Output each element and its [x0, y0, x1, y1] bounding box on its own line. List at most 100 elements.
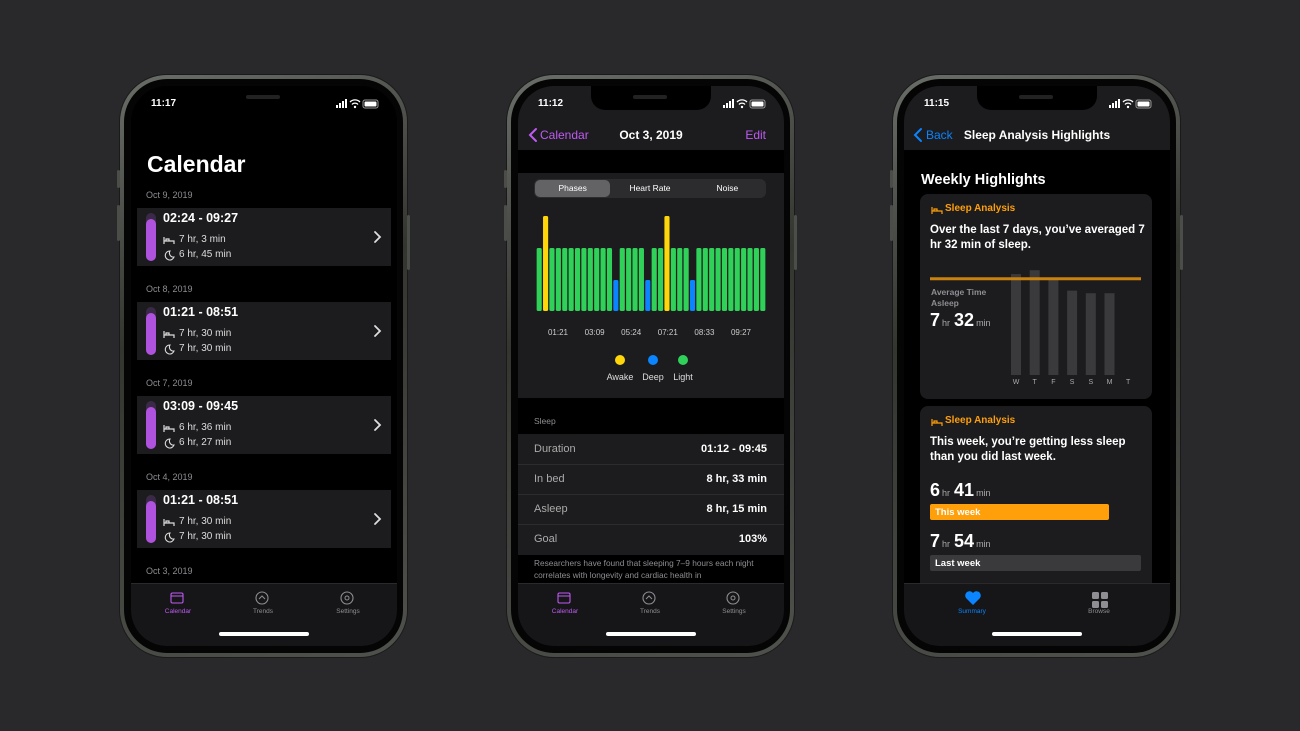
x-tick-label: T: [1033, 379, 1038, 386]
moon-icon: [164, 532, 175, 543]
x-tick-label: M: [1107, 379, 1113, 386]
entry-card[interactable]: 01:21 - 08:51 7 hr, 30 min 7 hr, 30 min: [137, 490, 391, 548]
number: 7: [930, 310, 941, 330]
phase-bar: [689, 280, 696, 311]
legend-swatch: [615, 355, 625, 365]
x-tick-label: 03:09: [585, 328, 606, 337]
tab-label[interactable]: Trends: [253, 608, 273, 615]
date-label: Oct 3, 2019: [146, 566, 193, 576]
tab-label[interactable]: Trends: [640, 608, 660, 615]
phase-bar: [600, 248, 606, 311]
tab-label[interactable]: Settings: [336, 608, 360, 615]
phase-bar: [619, 248, 625, 311]
x-tick-label: 01:21: [548, 328, 569, 337]
phase-bar: [677, 248, 683, 311]
phase-bar: [594, 248, 600, 311]
phase-bar: [747, 248, 753, 311]
edit-button[interactable]: Edit: [745, 128, 766, 142]
side-button: [117, 205, 120, 241]
tab-icon: [1092, 592, 1108, 608]
phase-bar: [728, 248, 734, 311]
bar: [1048, 279, 1059, 375]
phase-bar: [606, 248, 613, 311]
detail-row: [518, 434, 784, 464]
tab-label[interactable]: Summary: [958, 608, 986, 615]
row-label: Goal: [534, 533, 558, 545]
chevron: [374, 419, 382, 431]
speaker: [246, 95, 280, 99]
entry-card[interactable]: 02:24 - 09:27 7 hr, 3 min 6 hr, 45 min: [137, 208, 391, 266]
row-value: 8 hr, 15 min: [706, 503, 767, 515]
number: 54: [954, 531, 975, 551]
phase-bar: [536, 248, 542, 311]
x-tick-label: 09:27: [731, 328, 752, 337]
in-bed: 7 hr, 30 min: [179, 328, 232, 339]
entry-card[interactable]: 03:09 - 09:45 6 hr, 36 min 6 hr, 27 min: [137, 396, 391, 454]
phase-bar: [568, 248, 574, 311]
chevron: [374, 513, 382, 525]
date-label: Oct 4, 2019: [146, 472, 193, 482]
tab-label[interactable]: Calendar: [164, 608, 192, 615]
tab-label[interactable]: Settings: [722, 608, 746, 615]
bed-icon: [163, 331, 175, 338]
speaker: [1019, 95, 1053, 99]
phase-bar: [715, 248, 721, 311]
date-label: Oct 9, 2019: [146, 190, 193, 200]
detail-row: [518, 524, 784, 555]
row-label: Asleep: [534, 503, 568, 515]
x-tick-label: 05:24: [621, 328, 642, 337]
segment[interactable]: Phases: [535, 180, 611, 197]
bar-label: Last week: [935, 558, 981, 569]
chevron: [374, 231, 382, 243]
entry-card[interactable]: 01:21 - 08:51 7 hr, 30 min 7 hr, 30 min: [137, 302, 391, 360]
status-icons: [723, 99, 766, 109]
phase-bar: [741, 248, 747, 311]
home-indicator: [992, 632, 1082, 636]
phase-bar: [753, 248, 759, 311]
x-tick-label: S: [1070, 379, 1075, 386]
unit: min: [976, 488, 991, 498]
in-bed: 7 hr, 3 min: [179, 234, 226, 245]
comparison-bar: [930, 555, 1142, 571]
tab-icon: [255, 591, 269, 605]
legend-label: Deep: [642, 372, 664, 382]
card-text: Over the last 7 days, you’ve averaged 7 …: [930, 224, 1145, 251]
tab-label[interactable]: Browse: [1088, 608, 1110, 615]
tab-label[interactable]: Calendar: [551, 608, 579, 615]
phase-bar: [626, 248, 632, 311]
side-button: [1180, 215, 1183, 270]
duration-value: 7 hr 54 min: [930, 531, 995, 552]
nav-title: Sleep Analysis Highlights: [963, 128, 1111, 142]
segment[interactable]: Noise: [716, 183, 739, 193]
sleep-pill-fill: [146, 219, 156, 261]
legend-label: Awake: [607, 372, 634, 382]
phone-frame: 11:12 Calendar Oct 3, 2019 Edit Phases Heart…: [507, 75, 794, 657]
number: 41: [954, 480, 975, 500]
duration-value: 6 hr 41 min: [930, 480, 995, 501]
bar: [1104, 293, 1115, 375]
card-text: This week, you’re getting less sleep tha…: [930, 436, 1126, 463]
phase-bar: [645, 280, 651, 311]
moon-icon: [164, 344, 175, 355]
side-button: [117, 170, 120, 188]
phase-bar: [549, 248, 555, 311]
side-button: [794, 215, 797, 270]
time-range: 03:09 - 09:45: [163, 399, 239, 413]
detail-row: [518, 494, 784, 525]
segment[interactable]: Heart Rate: [629, 183, 671, 193]
legend-label: Light: [673, 372, 693, 382]
page-title: Calendar: [147, 151, 246, 177]
unit: hr: [942, 488, 951, 498]
phase-bar: [696, 248, 702, 311]
back-button[interactable]: Back: [926, 128, 953, 142]
duration-value: 7 hr 32 min: [930, 310, 995, 331]
phase-bar: [632, 248, 638, 311]
chevron: [374, 325, 382, 337]
asleep: 6 hr, 27 min: [179, 437, 232, 448]
screen: 11:17 Calendar Oct 9, 2019 02:24 - 09:27 7 …: [131, 86, 397, 646]
back-button[interactable]: Calendar: [540, 128, 589, 142]
phase-bar: [638, 248, 644, 311]
screen: 11:12 Calendar Oct 3, 2019 Edit Phases Heart…: [518, 86, 784, 646]
phase-bar: [734, 248, 740, 311]
time-range: 02:24 - 09:27: [163, 211, 239, 225]
